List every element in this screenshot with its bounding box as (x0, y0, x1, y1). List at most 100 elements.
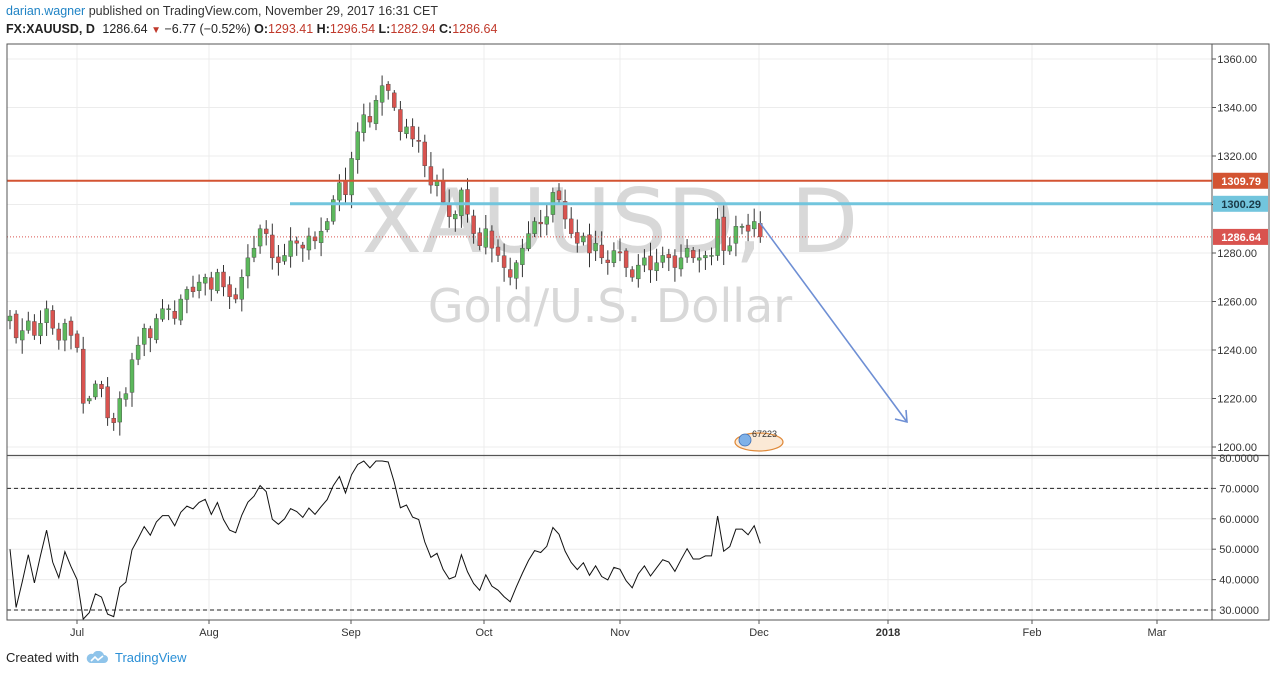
candle-body (684, 247, 690, 258)
candle-body (331, 199, 336, 222)
candle-body (611, 250, 617, 263)
price-tag-box (1213, 195, 1268, 212)
candle-body (135, 344, 141, 360)
candle-body (306, 235, 312, 251)
candle-body (727, 245, 732, 252)
candle-body (428, 166, 434, 186)
flag-icon (738, 433, 752, 447)
candle-body (501, 255, 507, 268)
candle-body (129, 359, 135, 393)
candle-body (526, 233, 531, 249)
candle-body (477, 232, 482, 246)
price-tick-label: 1260.00 (1217, 297, 1257, 309)
candle-body (520, 247, 525, 265)
event-badge[interactable]: 67223 (734, 429, 784, 452)
candle-body (215, 272, 220, 292)
candle-body (660, 255, 665, 263)
candle-body (343, 180, 348, 196)
candle-body (117, 398, 123, 423)
candlestick-series (7, 75, 763, 436)
candle-body (68, 320, 74, 336)
candle-body (404, 126, 409, 134)
candle-body (87, 398, 92, 402)
cloud-logo-icon (86, 650, 108, 663)
candle-body (581, 235, 586, 243)
osc-tick-label: 80.0000 (1219, 453, 1259, 465)
author-link[interactable]: darian.wagner (6, 4, 86, 18)
candle-body (166, 308, 171, 310)
tradingview-link[interactable]: TradingView (114, 650, 187, 665)
candle-body (733, 226, 739, 244)
candle-body (105, 386, 110, 419)
arrow-head (894, 409, 908, 424)
candle-body (80, 348, 86, 404)
candle-body (178, 298, 184, 321)
horizontal-levels (7, 179, 1212, 238)
oscillator-line (9, 460, 761, 621)
time-tick-label: Feb (1023, 627, 1042, 639)
price-tick-label: 1360.00 (1217, 54, 1257, 66)
candle-body (678, 257, 684, 270)
candle-body (666, 254, 671, 259)
candle-body (62, 323, 68, 341)
oscillator-axis: 80.0000 70.0000 60.0000 50.0000 40.0000 30.00… (1212, 453, 1259, 617)
price-change: −6.77 (−0.52%) (164, 22, 251, 36)
price-tick-label: 1220.00 (1217, 394, 1257, 406)
candle-body (209, 277, 214, 290)
time-tick-label: Sep (341, 627, 361, 639)
time-axis: Jul Aug Sep Oct Nov Dec 2018 Feb Mar (70, 620, 1167, 639)
candle-body (20, 330, 25, 341)
price-axis: 1360.001340.001320.001300.001280.001260.… (1212, 54, 1257, 454)
last-price: 1286.64 (102, 22, 148, 36)
candle-body (141, 327, 147, 345)
candle-body (471, 215, 476, 234)
candle-body (288, 240, 293, 257)
candle-body (703, 255, 708, 259)
candle-body (416, 140, 421, 142)
osc-tick-label: 60.0000 (1219, 514, 1259, 526)
candle-body (56, 328, 61, 341)
time-tick-label: Dec (749, 627, 769, 639)
candle-body (514, 262, 519, 279)
candle-body (184, 289, 190, 300)
candle-body (562, 201, 568, 220)
price-tag-box (1213, 228, 1268, 245)
candle-body (26, 320, 31, 331)
time-tick-label: Jul (70, 627, 84, 639)
candle-body (367, 116, 373, 123)
watermark-name: Gold/U.S. Dollar (428, 279, 792, 333)
candle-body (392, 92, 397, 108)
candle-body (276, 256, 281, 263)
candle-body (489, 230, 495, 249)
oscillator-pane (7, 460, 1212, 621)
candle-body (44, 308, 49, 323)
candle-body (739, 226, 745, 228)
candle-body (544, 216, 549, 225)
candle-body (569, 218, 574, 234)
time-tick-label: 2018 (876, 627, 900, 639)
candle-body (111, 418, 116, 423)
price-tag-label: 1300.29 (1221, 199, 1261, 211)
candle-body (745, 224, 751, 232)
candle-body (593, 243, 598, 252)
candle-body (148, 328, 153, 339)
watermark: XAUUSD, D Gold/U.S. Dollar (362, 170, 859, 333)
candle-body (648, 255, 653, 271)
candle-body (556, 190, 562, 200)
candle-body (483, 228, 488, 248)
chart-frame (6, 43, 1270, 621)
candle-body (691, 250, 696, 259)
down-arrow-icon: ▼ (151, 25, 161, 36)
candle-body (697, 257, 702, 261)
osc-tick-label: 70.0000 (1219, 483, 1259, 495)
high-value: 1296.54 (329, 22, 376, 36)
close-label: C: (439, 22, 453, 36)
candle-body (605, 259, 610, 263)
candle-body (325, 221, 330, 230)
candle-body (672, 255, 678, 268)
candle-body (233, 294, 238, 300)
price-tick-label: 1280.00 (1217, 248, 1257, 260)
badge-text: 67223 (752, 429, 777, 439)
projection-arrow (759, 222, 908, 424)
